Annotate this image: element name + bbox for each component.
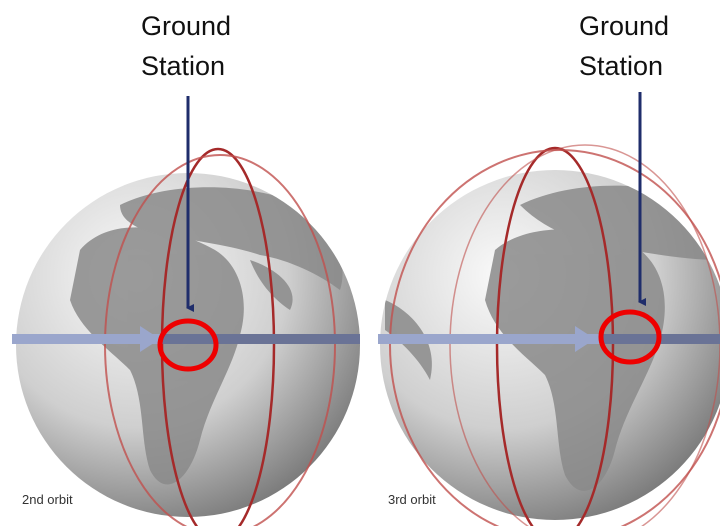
ground-station-marker (598, 309, 662, 365)
caption: 3rd orbit (388, 492, 436, 507)
ground-station-marker (157, 318, 219, 372)
arrow-head (140, 326, 160, 352)
orbit (449, 144, 720, 531)
caption: 2nd orbit (22, 492, 73, 507)
label-line: Ground (141, 11, 231, 41)
equator-shadow (160, 334, 360, 344)
orbit (389, 149, 720, 531)
orbit (104, 154, 336, 531)
label-line: Ground (579, 11, 669, 41)
label-line: Station (141, 51, 225, 81)
arrow-head (575, 326, 595, 352)
equator-arrow (378, 334, 720, 344)
globe-panel-2: Ground Station 3rd orbit (378, 11, 720, 531)
globe-panel-1: Ground Station 2nd orbit (12, 11, 360, 531)
label-line: Station (579, 51, 663, 81)
orbit (495, 146, 615, 531)
